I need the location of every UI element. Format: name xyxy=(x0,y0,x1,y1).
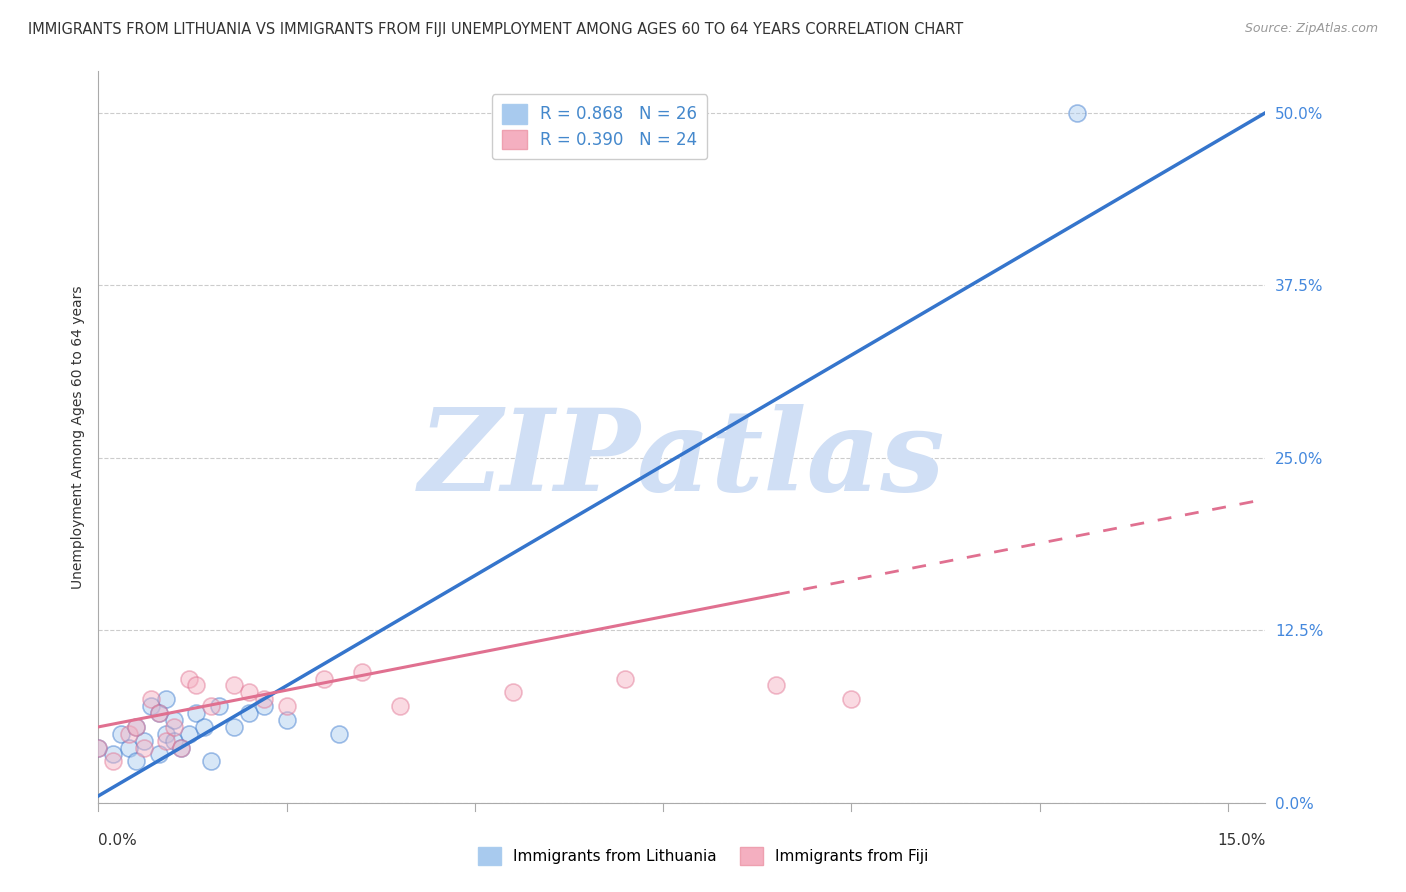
Point xyxy=(148,706,170,720)
Point xyxy=(125,720,148,734)
Point xyxy=(765,678,787,692)
Point xyxy=(614,672,637,686)
Point xyxy=(125,720,148,734)
Point xyxy=(328,727,350,741)
Point xyxy=(839,692,862,706)
Point xyxy=(208,699,231,714)
Point xyxy=(238,685,260,699)
Point xyxy=(132,740,155,755)
Text: 15.0%: 15.0% xyxy=(1218,833,1265,848)
Point xyxy=(253,692,276,706)
Point xyxy=(502,685,524,699)
Point xyxy=(222,678,245,692)
Point xyxy=(350,665,373,679)
Point xyxy=(163,720,186,734)
Point xyxy=(87,740,110,755)
Text: Source: ZipAtlas.com: Source: ZipAtlas.com xyxy=(1244,22,1378,36)
Point xyxy=(155,692,177,706)
Text: IMMIGRANTS FROM LITHUANIA VS IMMIGRANTS FROM FIJI UNEMPLOYMENT AMONG AGES 60 TO : IMMIGRANTS FROM LITHUANIA VS IMMIGRANTS … xyxy=(28,22,963,37)
Point xyxy=(117,727,139,741)
Point xyxy=(117,740,139,755)
Point xyxy=(163,733,186,747)
Point xyxy=(132,733,155,747)
Text: ZIPatlas: ZIPatlas xyxy=(419,403,945,515)
Legend: R = 0.868   N = 26, R = 0.390   N = 24: R = 0.868 N = 26, R = 0.390 N = 24 xyxy=(492,95,707,160)
Point xyxy=(222,720,245,734)
Point xyxy=(238,706,260,720)
Point xyxy=(186,706,208,720)
Point xyxy=(103,755,125,769)
Point xyxy=(276,699,298,714)
Point xyxy=(163,713,186,727)
Point xyxy=(253,699,276,714)
Point xyxy=(193,720,215,734)
Point xyxy=(125,755,148,769)
Point xyxy=(276,713,298,727)
Point xyxy=(200,755,222,769)
Point xyxy=(186,678,208,692)
Y-axis label: Unemployment Among Ages 60 to 64 years: Unemployment Among Ages 60 to 64 years xyxy=(70,285,84,589)
Point xyxy=(148,747,170,762)
Point xyxy=(200,699,222,714)
Point xyxy=(110,727,132,741)
Point xyxy=(139,699,162,714)
Point xyxy=(388,699,411,714)
Point xyxy=(87,740,110,755)
Point xyxy=(170,740,193,755)
Point xyxy=(177,672,200,686)
Point xyxy=(155,733,177,747)
Point xyxy=(148,706,170,720)
Point xyxy=(170,740,193,755)
Point xyxy=(155,727,177,741)
Point xyxy=(177,727,200,741)
Point xyxy=(1066,105,1088,120)
Point xyxy=(139,692,162,706)
Legend: Immigrants from Lithuania, Immigrants from Fiji: Immigrants from Lithuania, Immigrants fr… xyxy=(472,841,934,871)
Text: 0.0%: 0.0% xyxy=(98,833,138,848)
Point xyxy=(103,747,125,762)
Point xyxy=(314,672,336,686)
